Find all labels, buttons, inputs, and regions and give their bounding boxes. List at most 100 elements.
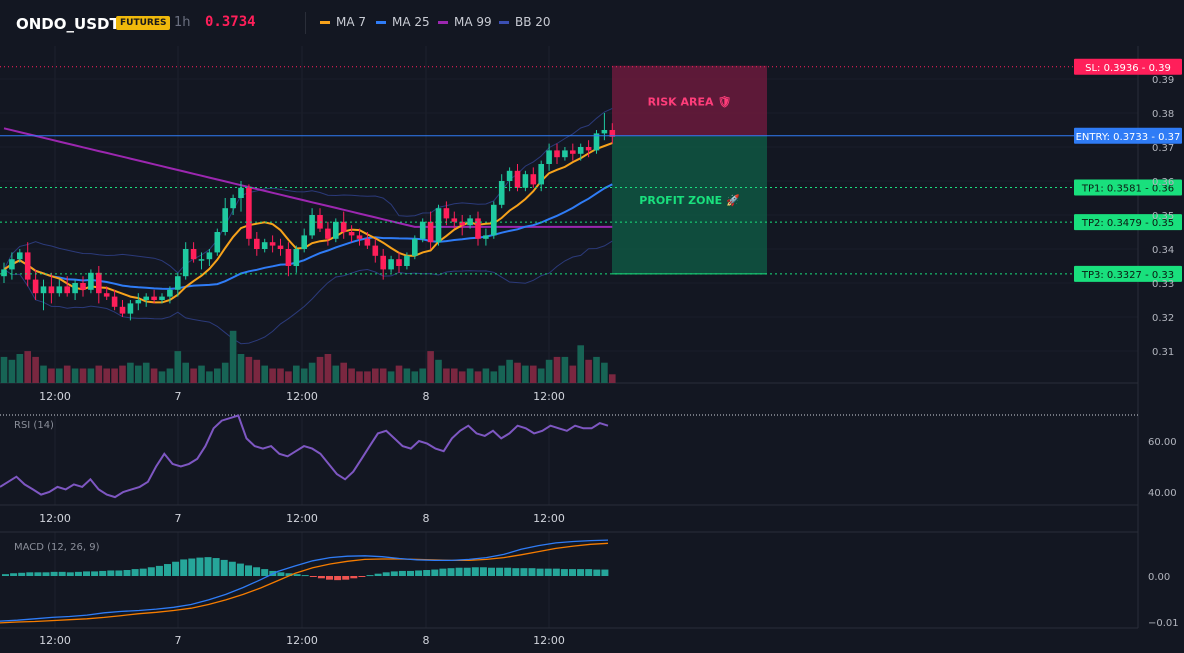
volume-bar [466, 368, 474, 383]
macd-histogram-bar [601, 569, 609, 576]
volume-bar [40, 365, 47, 383]
volume-bar [395, 365, 403, 383]
risk-area-zone [612, 65, 767, 136]
volume-bar [261, 365, 268, 383]
volume-bar [474, 371, 482, 383]
macd-histogram-bar [407, 570, 414, 576]
candle-body [143, 296, 149, 300]
volume-bar [127, 362, 134, 383]
volume-bar [95, 365, 103, 383]
volume-bar [16, 354, 24, 383]
legend-ma99[interactable]: MA 99 [438, 15, 492, 29]
volume-bar [174, 351, 182, 383]
header-divider [305, 12, 306, 34]
macd-histogram-bar [188, 558, 196, 576]
legend-ma25[interactable]: MA 25 [376, 15, 430, 29]
macd-histogram-bar [374, 573, 382, 576]
legend-bb20-swatch [499, 20, 509, 24]
volume-bar [545, 359, 553, 383]
macd-histogram-bar [560, 569, 568, 576]
volume-bar [135, 365, 142, 383]
candle-body [72, 283, 78, 294]
macd-histogram-bar [180, 559, 188, 576]
candle-body [40, 286, 47, 294]
macd-pane: MACD (12, 26, 9) 0.00 −0.01 [0, 539, 1179, 629]
candle-body [546, 150, 552, 164]
legend-ma99-label: MA 99 [454, 15, 492, 29]
macd-histogram-bar [115, 570, 123, 576]
rsi-line [0, 414, 609, 499]
volume-bar [569, 365, 577, 383]
time-tick-label: 12:00 [533, 512, 565, 525]
volume-bar [593, 356, 600, 383]
volume-bar [198, 365, 205, 383]
volume-bar [435, 359, 442, 383]
candle-body [333, 221, 339, 239]
price-tick-label: 0.38 [1152, 109, 1174, 120]
bb-upper-line [3, 107, 613, 274]
candle-body [396, 259, 402, 266]
candle-body [64, 286, 70, 294]
volume-bar [419, 368, 426, 383]
candle-body [570, 150, 576, 154]
volume-bar [150, 368, 158, 383]
legend-bb20[interactable]: BB 20 [499, 15, 551, 29]
time-tick-label: 8 [423, 634, 430, 647]
candle-body [427, 221, 434, 243]
candle-body [1, 269, 7, 277]
symbol-name[interactable]: ONDO_USDT [16, 15, 120, 33]
candle-body [167, 289, 173, 297]
ma25-line [3, 183, 613, 290]
volume-bar [609, 374, 616, 383]
macd-histogram-bar [164, 564, 171, 576]
candle-body [609, 130, 616, 137]
candle-body [601, 130, 608, 134]
candle-body [498, 181, 505, 205]
macd-histogram-bar [139, 568, 147, 576]
volume-bar [530, 365, 537, 383]
candlesticks [1, 113, 616, 321]
macd-histogram-bar [585, 569, 593, 576]
macd-histogram-bar [350, 576, 358, 579]
futures-badge: FUTURES [116, 16, 171, 30]
candle-body [585, 147, 592, 151]
candle-body [261, 242, 268, 249]
macd-histogram-bar [261, 569, 269, 576]
macd-histogram-bar [66, 572, 74, 576]
volume-bar [340, 362, 347, 383]
volume-bar [0, 356, 8, 383]
candle-body [48, 286, 55, 294]
macd-histogram-bar [147, 567, 155, 576]
profit-zone-label: PROFIT ZONE 🚀 [639, 194, 740, 207]
macd-histogram-bar [488, 567, 495, 576]
rsi-tick-label: 40.00 [1148, 488, 1177, 499]
macd-histogram-bar [293, 574, 301, 576]
legend-ma7[interactable]: MA 7 [320, 15, 366, 29]
time-tick-label: 7 [175, 512, 182, 525]
volume-bar [48, 368, 55, 383]
macd-histogram-bar [253, 567, 261, 576]
volume-bar [316, 356, 324, 383]
volume-bar [522, 365, 529, 383]
macd-tick-label: −0.01 [1148, 618, 1179, 629]
volume-bar [32, 356, 39, 383]
entry-label: ENTRY: 0.3733 - 0.37 [1076, 132, 1181, 143]
macd-histogram-bar [50, 571, 58, 576]
macd-histogram-bar [471, 567, 479, 576]
macd-histogram-bar [455, 567, 463, 576]
legend-ma99-swatch [438, 20, 448, 24]
chart-header: ONDO_USDT FUTURES 1h 0.3734 MA 7 MA 25 M… [0, 0, 1184, 46]
volume-bar [451, 368, 458, 383]
ma99-line [3, 127, 613, 228]
candle-body [514, 170, 521, 188]
macd-histogram-bar [552, 568, 560, 576]
sl-label: SL: 0.3936 - 0.39 [1085, 63, 1171, 74]
candle-body [103, 293, 110, 297]
timeframe-label[interactable]: 1h [174, 15, 191, 30]
last-price: 0.3734 [205, 14, 256, 30]
time-tick-label: 12:00 [39, 512, 71, 525]
macd-histogram-bar [496, 567, 504, 576]
volume-bar [577, 345, 584, 383]
macd-histogram-bar [398, 570, 406, 576]
